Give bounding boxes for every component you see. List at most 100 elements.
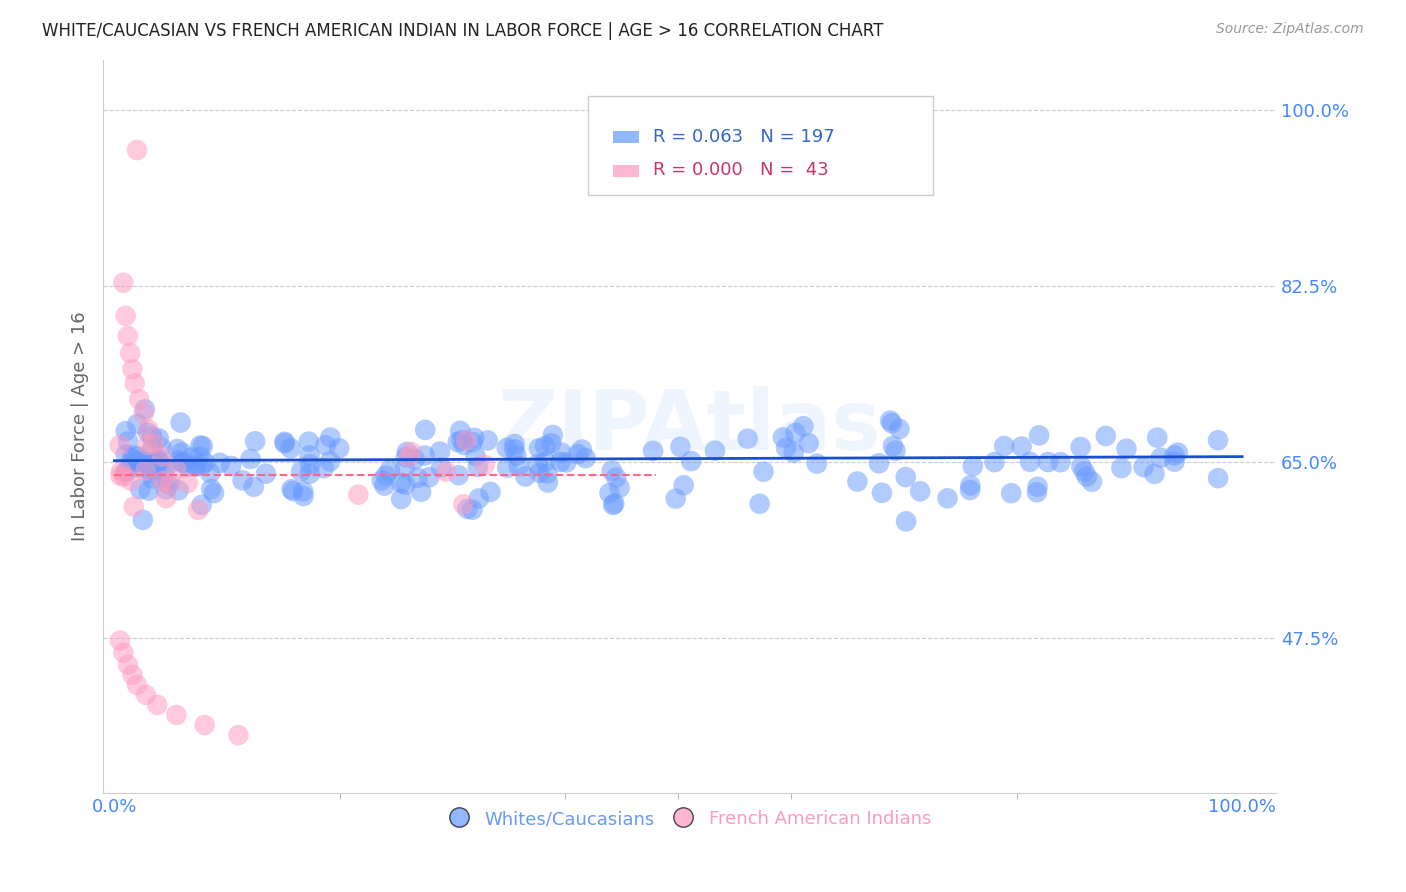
Point — [120, 474, 142, 488]
Point — [1028, 428, 1050, 442]
Point — [479, 484, 502, 499]
Point — [148, 431, 170, 445]
Point — [1143, 467, 1166, 481]
Point — [401, 445, 423, 459]
Point — [889, 422, 911, 436]
Point — [527, 442, 550, 456]
Point — [152, 475, 174, 489]
Point — [555, 455, 578, 469]
Point — [136, 422, 159, 436]
Point — [669, 440, 692, 454]
Point — [1163, 455, 1185, 469]
Point — [254, 467, 277, 481]
Point — [1111, 461, 1133, 475]
Point — [280, 442, 302, 456]
Point — [378, 463, 401, 477]
Y-axis label: In Labor Force | Age > 16: In Labor Force | Age > 16 — [72, 311, 89, 541]
Point — [228, 728, 250, 742]
Point — [125, 678, 148, 692]
Point — [157, 477, 180, 491]
Point — [312, 461, 335, 475]
Point — [292, 489, 315, 503]
Point — [155, 461, 177, 475]
Point — [184, 458, 207, 472]
Point — [139, 462, 162, 476]
Point — [395, 445, 418, 459]
Point — [165, 463, 187, 477]
Point — [508, 458, 530, 473]
Point — [1167, 445, 1189, 459]
Point — [477, 434, 499, 448]
Point — [108, 633, 131, 648]
Point — [1146, 431, 1168, 445]
Point — [170, 445, 193, 459]
Point — [450, 433, 472, 447]
Point — [134, 455, 156, 469]
Point — [453, 497, 475, 511]
Point — [273, 434, 295, 449]
Point — [602, 498, 624, 512]
Point — [127, 417, 149, 431]
Point — [434, 465, 457, 479]
Point — [447, 435, 470, 450]
Point — [1070, 459, 1092, 474]
Point — [243, 434, 266, 449]
Point — [141, 429, 163, 443]
Point — [208, 456, 231, 470]
Text: WHITE/CAUCASIAN VS FRENCH AMERICAN INDIAN IN LABOR FORCE | AGE > 16 CORRELATION : WHITE/CAUCASIAN VS FRENCH AMERICAN INDIA… — [42, 22, 883, 40]
Point — [453, 438, 475, 452]
Point — [142, 463, 165, 477]
Point — [959, 483, 981, 497]
Point — [374, 468, 396, 483]
Point — [1076, 469, 1098, 483]
Point — [1206, 471, 1229, 485]
Point — [1081, 475, 1104, 489]
Point — [1026, 480, 1049, 494]
Point — [495, 441, 517, 455]
Text: R = 0.000   N =  43: R = 0.000 N = 43 — [654, 161, 830, 178]
Point — [704, 443, 727, 458]
Point — [371, 474, 394, 488]
Point — [1011, 440, 1033, 454]
Legend: Whites/Caucasians, French American Indians: Whites/Caucasians, French American India… — [441, 802, 938, 836]
Point — [461, 502, 484, 516]
Point — [190, 458, 212, 473]
Point — [172, 456, 194, 470]
Point — [550, 446, 572, 460]
Point — [122, 500, 145, 514]
Point — [571, 442, 593, 457]
Point — [190, 438, 212, 452]
Point — [503, 442, 526, 457]
Point — [1049, 455, 1071, 469]
Point — [681, 454, 703, 468]
Point — [550, 455, 572, 469]
Point — [1206, 433, 1229, 447]
Point — [496, 460, 519, 475]
Point — [239, 452, 262, 467]
Point — [112, 469, 135, 483]
Point — [153, 467, 176, 482]
Point — [394, 460, 416, 475]
Point — [474, 458, 496, 472]
Point — [231, 474, 253, 488]
Point — [936, 491, 959, 506]
FancyBboxPatch shape — [613, 131, 640, 143]
Point — [389, 491, 412, 506]
Point — [298, 434, 321, 449]
Point — [908, 484, 931, 499]
Point — [1073, 465, 1095, 479]
Point — [134, 402, 156, 417]
Point — [447, 468, 470, 483]
Point — [177, 459, 200, 474]
Point — [281, 484, 304, 499]
Point — [394, 477, 416, 491]
Point — [461, 435, 484, 450]
Point — [181, 450, 204, 465]
Point — [772, 430, 794, 444]
Point — [1163, 449, 1185, 463]
Point — [540, 436, 562, 450]
Point — [467, 460, 489, 475]
Point — [190, 498, 212, 512]
Point — [846, 475, 869, 489]
Point — [413, 423, 436, 437]
